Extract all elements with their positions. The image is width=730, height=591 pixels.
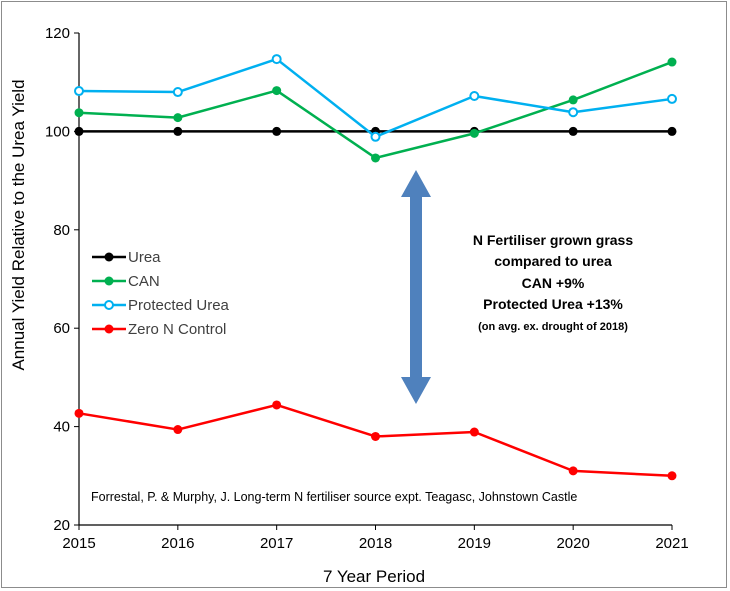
annotation-line-4: Protected Urea +13%: [483, 296, 623, 312]
y-tick-label: 60: [53, 320, 70, 337]
legend-label-zero-n-control: Zero N Control: [128, 321, 226, 338]
annotation-line-5: (on avg. ex. drought of 2018): [478, 321, 628, 333]
series-protected-urea: [74, 54, 677, 142]
data-point: [667, 93, 677, 104]
x-axis-label: 7 Year Period: [323, 567, 425, 586]
annotation-line-1: N Fertiliser grown grass: [473, 232, 633, 248]
x-tick-label: 2016: [161, 535, 194, 552]
series-can: [74, 57, 677, 163]
data-point: [469, 427, 479, 437]
x-tick-label: 2018: [359, 535, 392, 552]
y-tick-label: 100: [45, 123, 70, 140]
series-zero-n-control: [74, 400, 677, 481]
data-point: [469, 90, 480, 101]
legend-label-urea: Urea: [128, 249, 161, 266]
y-ticks: 20 40 60 80 100 120: [45, 25, 79, 534]
x-tick-label: 2017: [260, 535, 293, 552]
x-ticks: 2015 2016 2017 2018 2019 2020 2021: [62, 525, 689, 552]
data-point: [371, 153, 380, 163]
double-arrow-icon: [401, 170, 431, 404]
y-axis-label: Annual Yield Relative to the Urea Yield: [9, 79, 28, 370]
data-point: [173, 126, 183, 136]
data-point: [74, 86, 84, 97]
annotation-line-2: compared to urea: [494, 253, 612, 269]
data-point: [469, 128, 479, 138]
series-urea: [74, 126, 677, 136]
data-point: [568, 126, 578, 136]
data-point: [74, 408, 84, 418]
legend-item-can: CAN: [92, 273, 160, 290]
x-tick-label: 2015: [62, 535, 95, 552]
data-point: [173, 425, 183, 435]
data-point: [568, 95, 578, 105]
data-point: [173, 113, 183, 123]
legend-item-protected-urea: Protected Urea: [92, 297, 230, 314]
legend: Urea CAN Protected Urea Zero N Control: [92, 249, 230, 338]
data-point: [271, 54, 282, 65]
x-tick-label: 2019: [458, 535, 491, 552]
series-line-protected-urea: [78, 57, 673, 139]
annotation-block: N Fertiliser grown grass compared to ure…: [473, 232, 633, 333]
data-point: [667, 57, 677, 67]
annotation-line-3: CAN +9%: [522, 275, 585, 291]
data-point: [667, 471, 677, 481]
y-tick-label: 80: [53, 222, 70, 239]
y-tick-label: 40: [53, 419, 70, 436]
x-tick-label: 2021: [655, 535, 688, 552]
legend-label-can: CAN: [128, 273, 160, 290]
series-layer: [74, 54, 677, 481]
data-point: [272, 86, 282, 96]
legend-item-zero-n-control: Zero N Control: [92, 321, 226, 338]
y-tick-label: 120: [45, 25, 70, 42]
data-point: [272, 400, 282, 410]
data-point: [74, 126, 84, 136]
legend-label-protected-urea: Protected Urea: [128, 297, 230, 314]
data-point: [370, 131, 381, 142]
data-point: [371, 431, 380, 441]
source-credit: Forrestal, P. & Murphy, J. Long-term N f…: [91, 490, 577, 504]
data-point: [172, 87, 183, 98]
data-point: [667, 126, 677, 136]
data-point: [272, 126, 282, 136]
x-tick-label: 2020: [556, 535, 589, 552]
legend-item-urea: Urea: [92, 249, 161, 266]
data-point: [568, 466, 578, 476]
data-point: [568, 107, 579, 118]
y-tick-label: 20: [53, 517, 70, 534]
data-point: [74, 108, 84, 118]
